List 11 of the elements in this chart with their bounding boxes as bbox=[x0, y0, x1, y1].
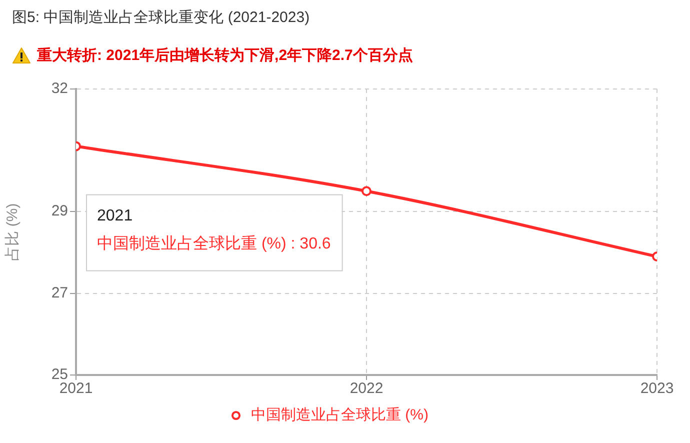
annotation: 中国制造业占全球比重 (%) : 30.6 bbox=[97, 234, 331, 253]
chart-subtitle: 重大转折: 2021年后由增长转为下滑,2年下降2.7个百分点 bbox=[37, 46, 413, 65]
x-tick-label: 2022 bbox=[350, 380, 384, 398]
chart-title: 图5: 中国制造业占全球比重变化 (2021-2023) bbox=[12, 8, 310, 27]
x-tick-label: 2023 bbox=[640, 380, 674, 398]
y-axis-title: 占比 (%) bbox=[4, 203, 22, 261]
y-tick-label: 27 bbox=[51, 284, 68, 302]
y-tick-label: 29 bbox=[51, 202, 68, 220]
y-tick-label: 32 bbox=[51, 80, 68, 98]
legend-label: 中国制造业占全球比重 (%) bbox=[251, 406, 428, 424]
annotation: 2021 bbox=[97, 208, 133, 225]
